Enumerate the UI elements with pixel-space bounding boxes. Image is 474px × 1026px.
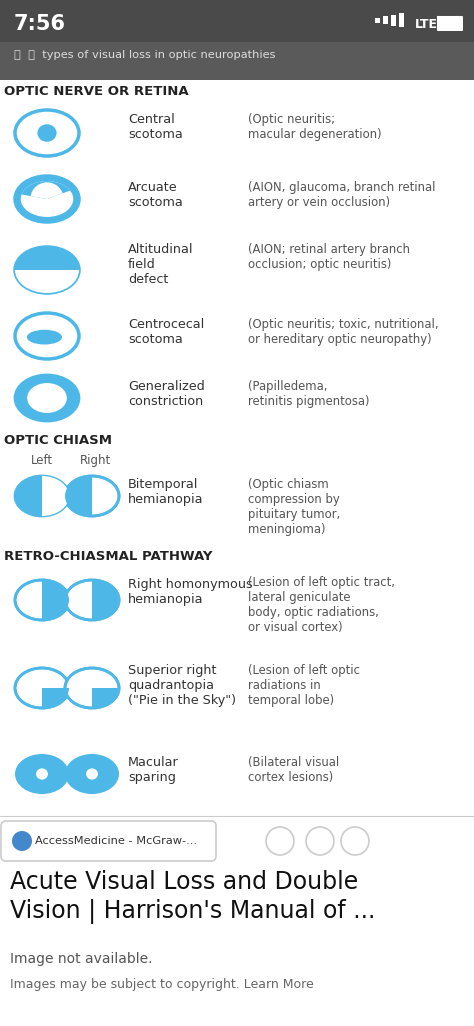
Ellipse shape	[15, 110, 79, 156]
Text: OPTIC NERVE OR RETINA: OPTIC NERVE OR RETINA	[4, 85, 189, 98]
Ellipse shape	[15, 668, 69, 708]
Circle shape	[12, 831, 32, 851]
Bar	[383, 16, 388, 24]
Bar	[0, 42, 474, 80]
Wedge shape	[92, 570, 122, 630]
Ellipse shape	[27, 329, 62, 345]
Text: (AION, glaucoma, branch retinal
artery or vein occlusion): (AION, glaucoma, branch retinal artery o…	[248, 181, 436, 209]
Ellipse shape	[27, 383, 67, 412]
Ellipse shape	[15, 476, 69, 516]
Wedge shape	[12, 270, 82, 305]
Text: 🔍  🔒  types of visual loss in optic neuropathies: 🔍 🔒 types of visual loss in optic neurop…	[14, 50, 275, 60]
Text: (Optic neuritis;
macular degeneration): (Optic neuritis; macular degeneration)	[248, 113, 382, 141]
Bar	[399, 13, 404, 27]
Text: (Optic chiasm
compression by
pituitary tumor,
meningioma): (Optic chiasm compression by pituitary t…	[248, 478, 340, 536]
Text: Centrocecal
scotoma: Centrocecal scotoma	[128, 318, 204, 346]
Ellipse shape	[15, 176, 79, 222]
Text: Central
scotoma: Central scotoma	[128, 113, 183, 141]
Circle shape	[266, 827, 294, 855]
Bar	[375, 18, 380, 23]
Text: Acute Visual Loss and Double
Vision | Harrison's Manual of ...: Acute Visual Loss and Double Vision | Ha…	[10, 870, 375, 923]
Wedge shape	[42, 570, 72, 630]
Text: (Bilateral visual
cortex lesions): (Bilateral visual cortex lesions)	[248, 756, 339, 784]
Text: Generalized
constriction: Generalized constriction	[128, 380, 205, 408]
Text: Superior right
quadrantopia
("Pie in the Sky"): Superior right quadrantopia ("Pie in the…	[128, 664, 236, 707]
Wedge shape	[92, 688, 122, 718]
Text: Bitemporal
hemianopia: Bitemporal hemianopia	[128, 478, 203, 506]
Wedge shape	[15, 166, 78, 199]
Ellipse shape	[37, 124, 56, 142]
Ellipse shape	[15, 247, 79, 293]
Wedge shape	[31, 183, 63, 199]
Text: Right: Right	[81, 453, 111, 467]
Text: (AION; retinal artery branch
occlusion; optic neuritis): (AION; retinal artery branch occlusion; …	[248, 243, 410, 271]
Circle shape	[306, 827, 334, 855]
Text: Macular
sparing: Macular sparing	[128, 756, 179, 784]
Text: (Optic neuritis; toxic, nutritional,
or hereditary optic neuropathy): (Optic neuritis; toxic, nutritional, or …	[248, 318, 438, 346]
Text: (Papilledema,
retinitis pigmentosa): (Papilledema, retinitis pigmentosa)	[248, 380, 370, 408]
Circle shape	[341, 827, 369, 855]
Wedge shape	[62, 466, 92, 525]
Text: Altitudinal
field
defect: Altitudinal field defect	[128, 243, 193, 286]
Text: (Lesion of left optic tract,
lateral geniculate
body, optic radiations,
or visua: (Lesion of left optic tract, lateral gen…	[248, 576, 395, 634]
Text: Images may be subject to copyright. Learn More: Images may be subject to copyright. Lear…	[10, 978, 314, 991]
Ellipse shape	[86, 768, 98, 780]
Wedge shape	[42, 466, 72, 525]
Bar	[391, 15, 396, 26]
Ellipse shape	[15, 313, 79, 359]
Ellipse shape	[65, 754, 119, 794]
FancyBboxPatch shape	[437, 16, 463, 31]
Ellipse shape	[65, 668, 119, 708]
Text: LTE: LTE	[415, 17, 438, 31]
Text: Left: Left	[31, 453, 53, 467]
Ellipse shape	[36, 768, 48, 780]
Ellipse shape	[15, 374, 79, 421]
Text: Arcuate
scotoma: Arcuate scotoma	[128, 181, 183, 209]
Bar	[438, 17, 460, 29]
Ellipse shape	[15, 754, 69, 794]
Text: RETRO-CHIASMAL PATHWAY: RETRO-CHIASMAL PATHWAY	[4, 550, 212, 563]
Ellipse shape	[21, 181, 73, 216]
Ellipse shape	[65, 476, 119, 516]
Text: Image not available.: Image not available.	[10, 952, 153, 966]
Text: (Lesion of left optic
radiations in
temporal lobe): (Lesion of left optic radiations in temp…	[248, 664, 360, 707]
FancyBboxPatch shape	[1, 821, 216, 861]
Wedge shape	[42, 688, 72, 718]
Text: Right homonymous
hemianopia: Right homonymous hemianopia	[128, 578, 253, 606]
Ellipse shape	[15, 580, 69, 620]
Text: 7:56: 7:56	[14, 14, 66, 34]
Text: OPTIC CHIASM: OPTIC CHIASM	[4, 434, 112, 447]
Ellipse shape	[65, 580, 119, 620]
Bar	[0, 0, 474, 42]
Text: AccessMedicine - McGraw-...: AccessMedicine - McGraw-...	[35, 836, 197, 846]
